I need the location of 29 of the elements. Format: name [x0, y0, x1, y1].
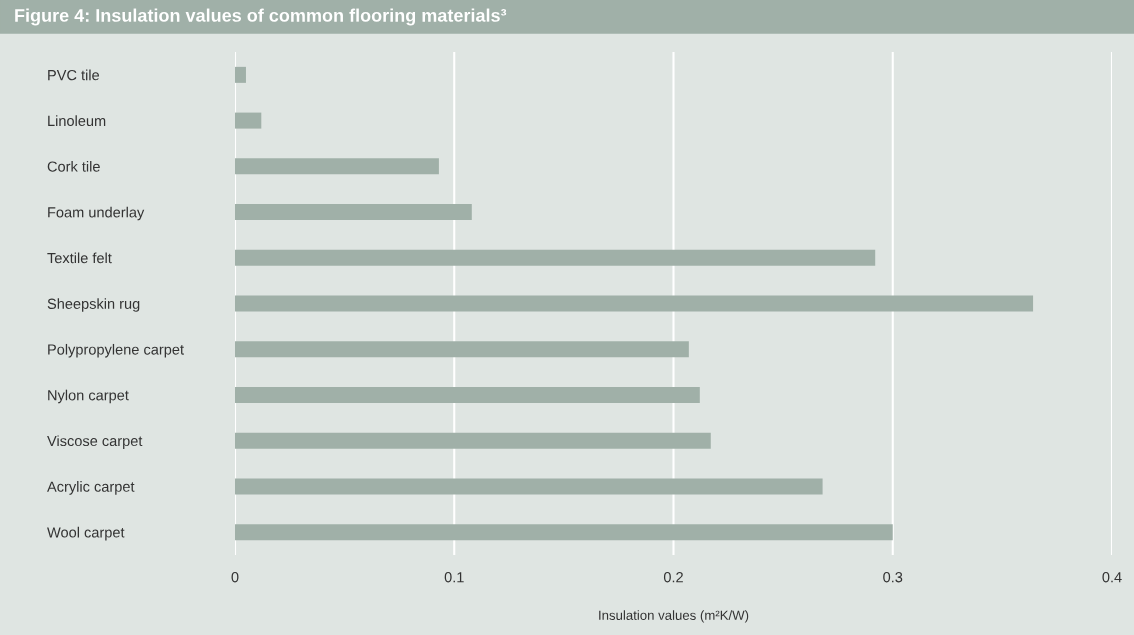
bar	[235, 432, 711, 449]
x-axis-title: Insulation values (m²K/W)	[599, 610, 749, 623]
y-tick-label: Acrylic carpet	[47, 481, 135, 495]
bar	[235, 295, 1034, 312]
y-tick-label: Foam underlay	[48, 206, 145, 221]
x-tick-label: 0.4	[1102, 572, 1122, 583]
x-tick-label: 0.3	[883, 572, 903, 583]
bar	[235, 112, 262, 129]
bar	[235, 478, 823, 495]
y-tick-label: Sheepskin rug	[47, 298, 140, 312]
y-tick-label: Polypropylene carpet	[48, 343, 184, 358]
bar	[235, 66, 246, 83]
y-tick-label: Cork tile	[47, 161, 100, 172]
x-tick-label: 0.2	[663, 572, 683, 583]
bar	[235, 386, 700, 403]
y-tick-label: PVC tile	[48, 69, 100, 81]
y-tick-label: Viscose carpet	[47, 435, 143, 449]
x-tick-label: 0.1	[444, 572, 464, 583]
bar	[235, 204, 472, 221]
y-tick-label: Wool carpet	[47, 526, 125, 541]
y-tick-label: Nylon carpet	[48, 389, 129, 404]
bar	[235, 249, 876, 266]
y-tick-label: Textile felt	[47, 252, 112, 264]
chart-title: Figure 4: Insulation values of common flooring materials³	[15, 8, 507, 26]
bar	[235, 524, 893, 541]
x-tick-label: 0	[231, 572, 239, 583]
bar	[235, 341, 689, 358]
y-tick-label: Linoleum	[48, 115, 106, 127]
bar	[235, 158, 439, 175]
